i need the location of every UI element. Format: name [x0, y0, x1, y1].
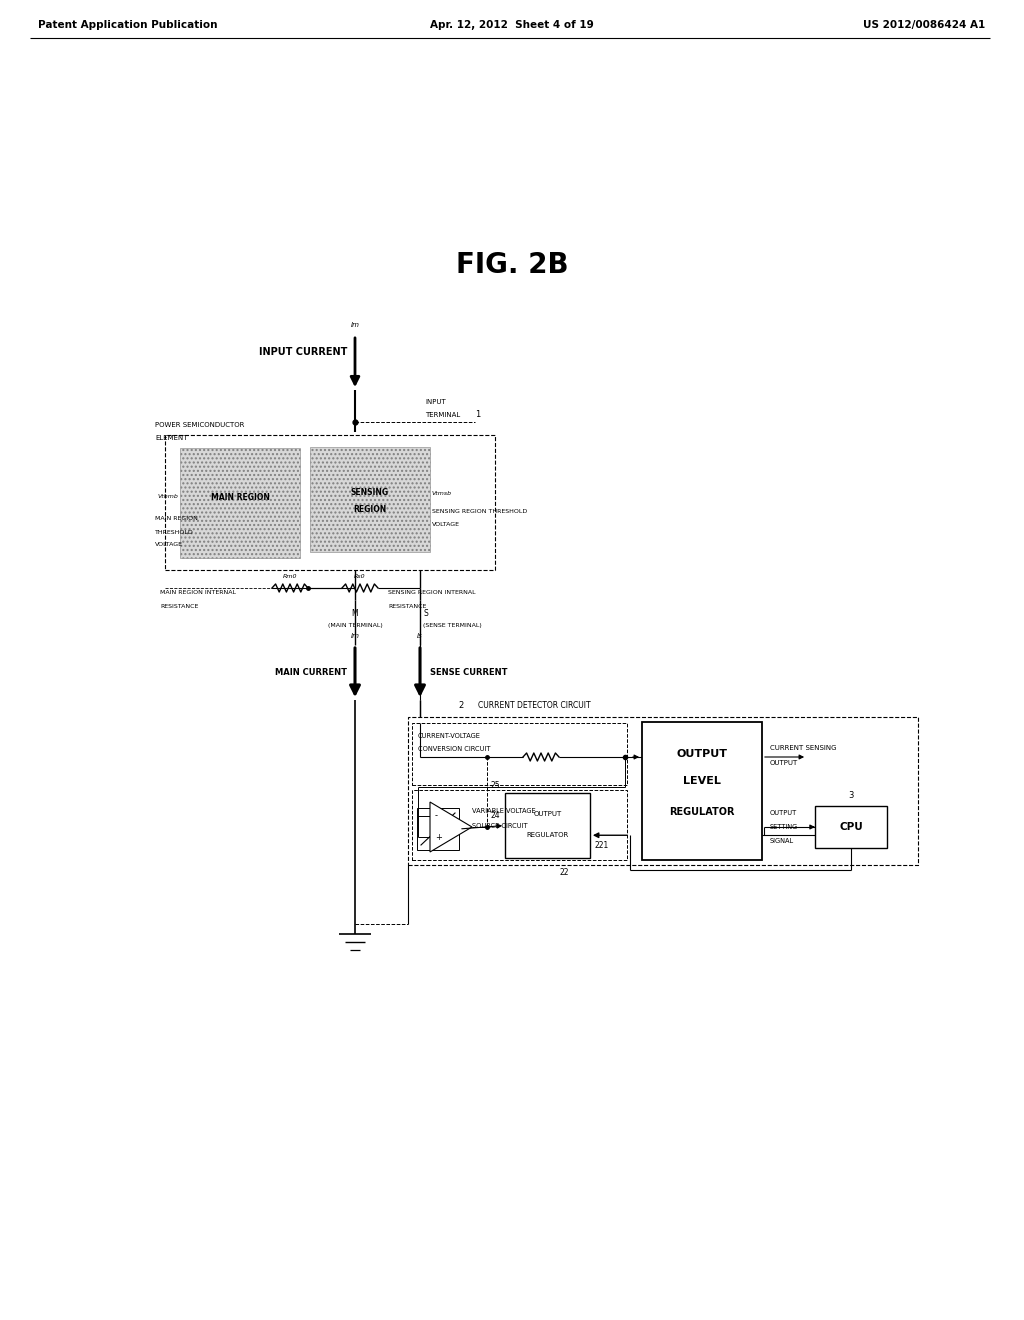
Text: 25: 25 [490, 780, 500, 789]
Text: CURRENT DETECTOR CIRCUIT: CURRENT DETECTOR CIRCUIT [478, 701, 591, 710]
Text: CURRENT SENSING: CURRENT SENSING [770, 744, 837, 751]
Text: OUTPUT: OUTPUT [677, 748, 727, 759]
Text: SENSING REGION THRESHOLD: SENSING REGION THRESHOLD [432, 510, 527, 513]
Text: S: S [423, 609, 428, 618]
Text: FIG. 2B: FIG. 2B [456, 251, 568, 279]
Text: MAIN REGION: MAIN REGION [211, 494, 269, 503]
Text: INPUT CURRENT: INPUT CURRENT [259, 347, 347, 356]
Text: CURRENT-VOLTAGE: CURRENT-VOLTAGE [418, 733, 481, 739]
Text: 1: 1 [475, 411, 480, 420]
Text: Is: Is [417, 634, 423, 639]
Text: CPU: CPU [839, 822, 863, 832]
Text: TERMINAL: TERMINAL [425, 412, 460, 418]
Text: REGULATOR: REGULATOR [670, 807, 735, 817]
Text: THRESHOLD: THRESHOLD [155, 529, 194, 535]
Text: SENSING REGION INTERNAL: SENSING REGION INTERNAL [388, 590, 475, 595]
Text: Vtmsb: Vtmsb [432, 491, 453, 496]
Text: -: - [435, 812, 438, 821]
Text: Im: Im [350, 322, 359, 327]
Bar [417, 808, 459, 850]
Text: 2: 2 [458, 701, 463, 710]
Text: US 2012/0086424 A1: US 2012/0086424 A1 [863, 20, 985, 30]
Text: MAIN REGION INTERNAL: MAIN REGION INTERNAL [160, 590, 236, 595]
Bar [505, 793, 590, 858]
Text: 22: 22 [559, 869, 569, 876]
Text: SENSE CURRENT: SENSE CURRENT [430, 668, 508, 677]
Polygon shape [430, 803, 472, 851]
Text: 24: 24 [490, 810, 500, 820]
Text: SIGNAL: SIGNAL [770, 838, 795, 843]
Bar [165, 436, 495, 570]
Text: MAIN CURRENT: MAIN CURRENT [275, 668, 347, 677]
Text: (SENSE TERMINAL): (SENSE TERMINAL) [423, 623, 481, 628]
Text: Apr. 12, 2012  Sheet 4 of 19: Apr. 12, 2012 Sheet 4 of 19 [430, 20, 594, 30]
Text: CONVERSION CIRCUIT: CONVERSION CIRCUIT [418, 746, 490, 752]
Text: OUTPUT: OUTPUT [534, 810, 561, 817]
Text: ELEMENT: ELEMENT [155, 436, 187, 441]
Bar [815, 807, 887, 847]
Bar [642, 722, 762, 861]
Bar [180, 447, 300, 558]
Text: SETTING: SETTING [770, 824, 799, 830]
Text: +: + [435, 833, 442, 842]
Text: 3: 3 [848, 791, 854, 800]
Text: Vthmb: Vthmb [157, 495, 178, 499]
Text: RESISTANCE: RESISTANCE [388, 603, 426, 609]
Text: REGULATOR: REGULATOR [526, 832, 568, 838]
Text: LEVEL: LEVEL [683, 776, 721, 787]
Text: OUTPUT: OUTPUT [770, 810, 798, 816]
Bar [412, 789, 627, 861]
Text: MAIN REGION: MAIN REGION [155, 516, 198, 521]
Bar [310, 447, 430, 552]
Text: Rm0: Rm0 [283, 574, 297, 579]
Text: M: M [351, 609, 358, 618]
Text: OUTPUT: OUTPUT [770, 760, 799, 766]
Text: RESISTANCE: RESISTANCE [160, 603, 199, 609]
Text: (MAIN TERMINAL): (MAIN TERMINAL) [328, 623, 382, 628]
Text: INPUT: INPUT [425, 399, 445, 405]
Text: Rs0: Rs0 [354, 574, 366, 579]
Text: SENSING: SENSING [351, 488, 389, 498]
Text: VOLTAGE: VOLTAGE [155, 543, 183, 548]
Text: Patent Application Publication: Patent Application Publication [38, 20, 217, 30]
Text: POWER SEMICONDUCTOR: POWER SEMICONDUCTOR [155, 422, 245, 428]
Text: SOURCE CIRCUIT: SOURCE CIRCUIT [472, 824, 527, 829]
Text: VOLTAGE: VOLTAGE [432, 521, 460, 527]
Text: 221: 221 [595, 842, 609, 850]
Text: REGION: REGION [353, 506, 387, 513]
Bar [408, 717, 918, 865]
Text: VARIABLE VOLTAGE: VARIABLE VOLTAGE [472, 808, 536, 814]
Bar [412, 723, 627, 785]
Text: Im: Im [350, 634, 359, 639]
